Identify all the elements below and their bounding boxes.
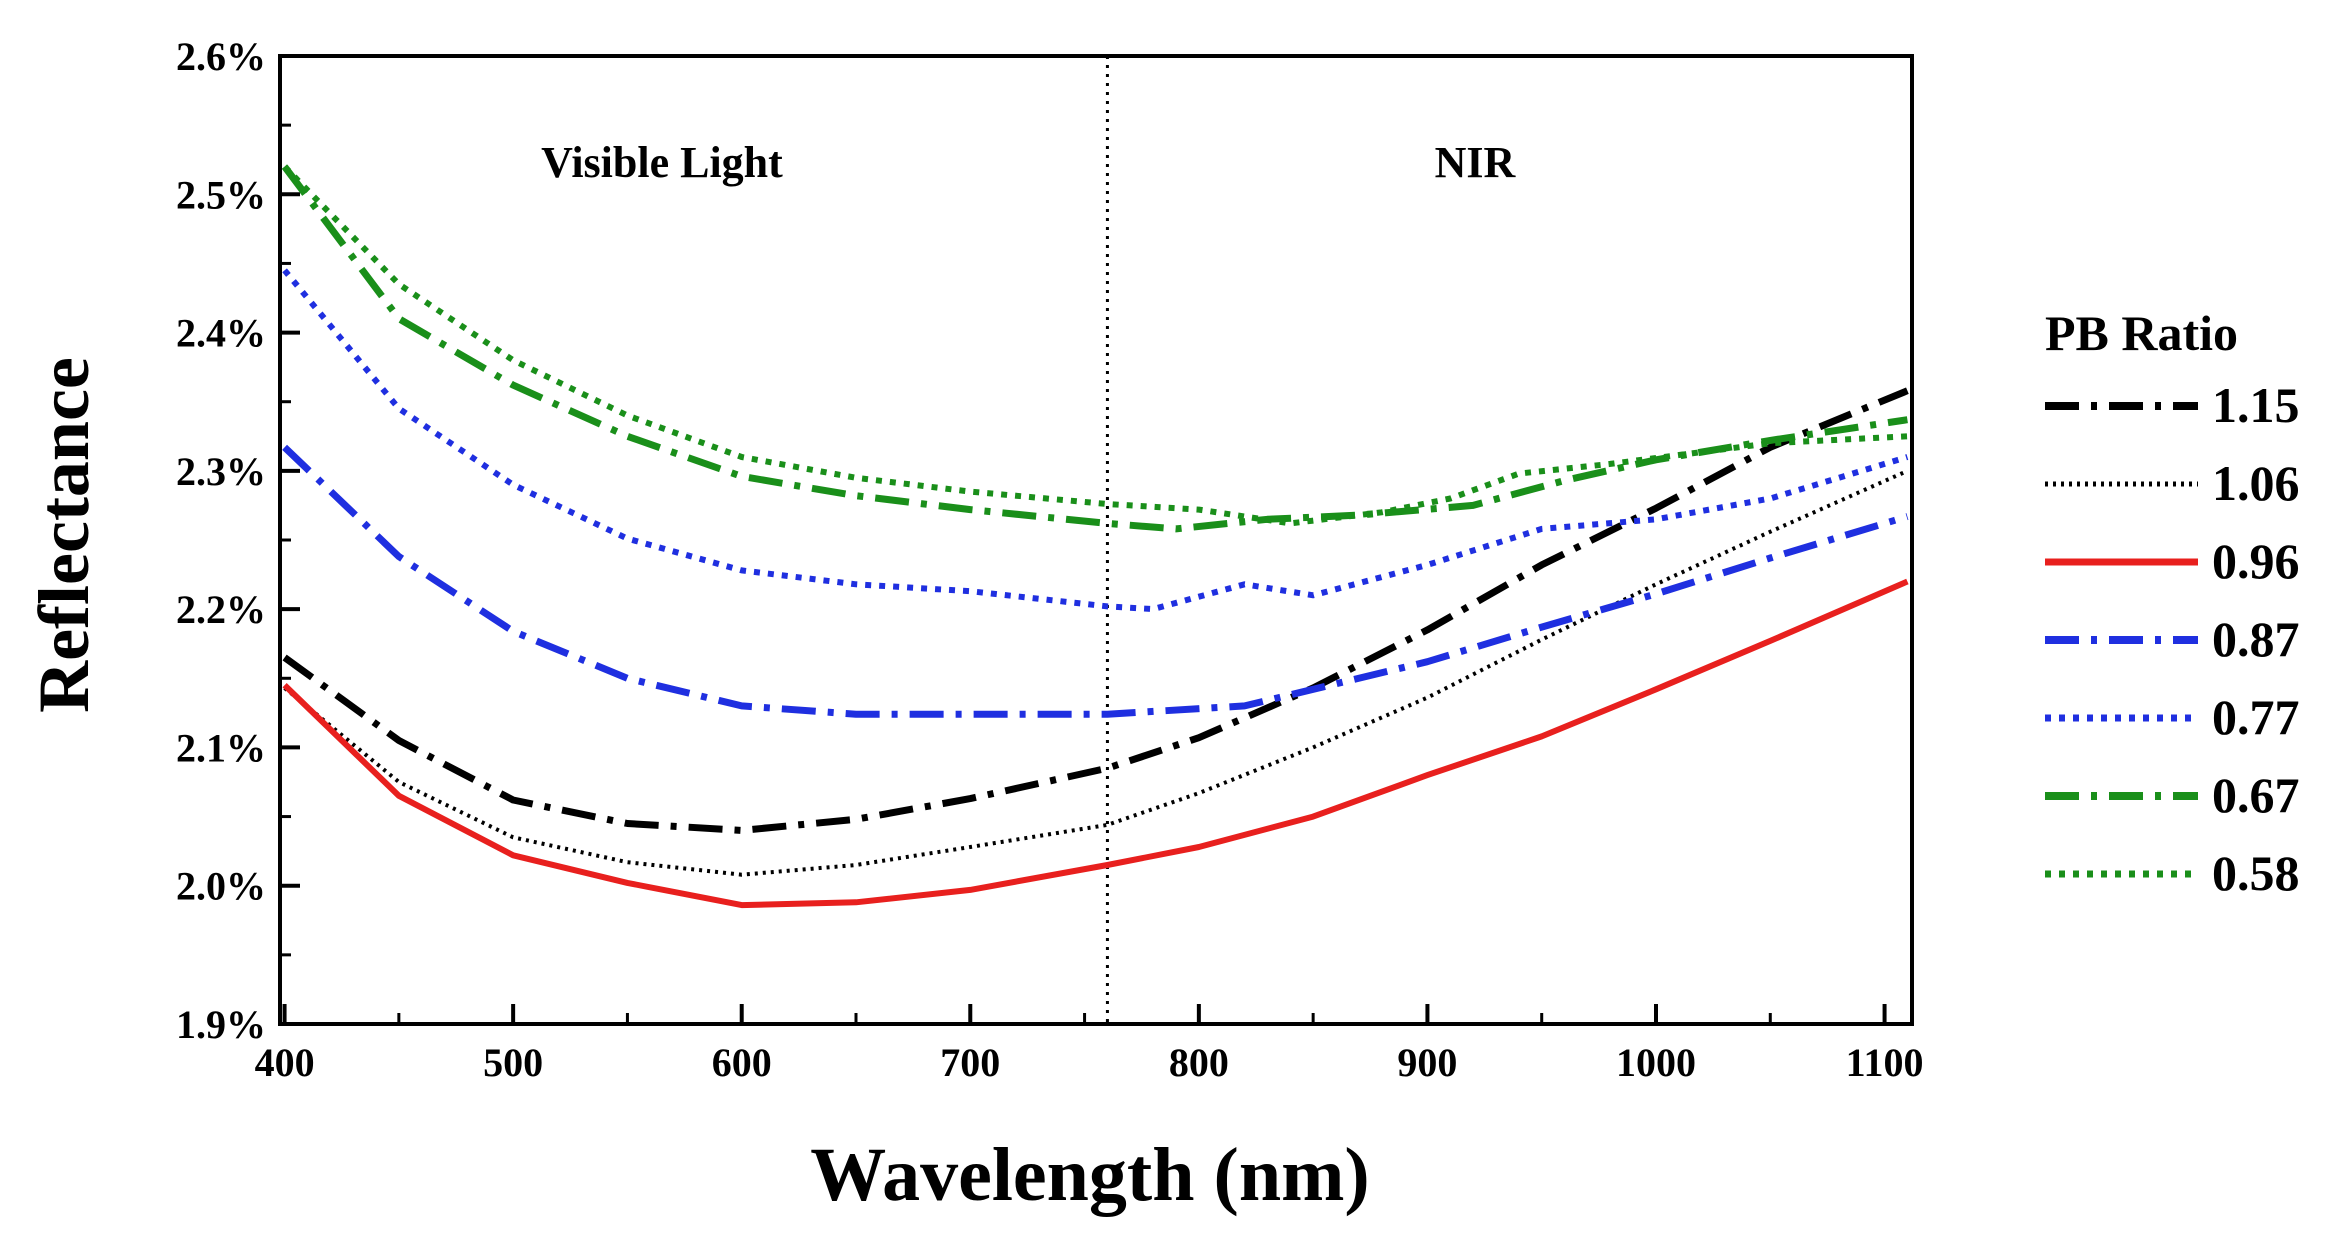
x-tick-label: 900 [1397, 1040, 1457, 1085]
y-axis-ticks: 1.9% 2.0% 2.1% 2.2% 2.3% 2.4% 2.5% 2.6% [176, 34, 300, 1047]
y-tick-label: 2.4% [176, 311, 266, 356]
y-tick-label: 2.1% [176, 725, 266, 770]
legend-label: 0.87 [2212, 611, 2300, 667]
series-line-1-15 [282, 387, 1909, 834]
series-lines [281, 164, 1909, 909]
region-label-nir: NIR [1435, 138, 1517, 187]
series-line-0-67 [281, 164, 1908, 533]
legend-label: 0.67 [2212, 767, 2300, 823]
x-tick-label: 800 [1169, 1040, 1229, 1085]
legend: PB Ratio 1.15 1.06 0.96 0.87 0.77 0.67 0.58 [2045, 305, 2300, 901]
legend-title: PB Ratio [2045, 305, 2238, 361]
series-line-0-77 [282, 268, 1909, 613]
y-tick-label: 2.0% [176, 864, 266, 909]
x-tick-label: 500 [483, 1040, 543, 1085]
region-label-visible: Visible Light [541, 138, 783, 187]
series-line-0-58 [282, 164, 1908, 527]
legend-label: 0.58 [2212, 845, 2300, 901]
y-tick-label: 1.9% [176, 1002, 266, 1047]
series-line-0-87 [282, 444, 1909, 718]
x-tick-label: 400 [255, 1040, 315, 1085]
y-axis-title: Reflectance [24, 357, 104, 713]
y-tick-label: 2.5% [176, 172, 266, 217]
x-tick-label: 700 [940, 1040, 1000, 1085]
plot-frame [278, 54, 1914, 1026]
legend-label: 0.96 [2212, 533, 2300, 589]
legend-label: 1.06 [2212, 455, 2300, 511]
x-axis-title: Wavelength (nm) [810, 1133, 1369, 1217]
y-tick-label: 2.2% [176, 587, 266, 632]
legend-label: 0.77 [2212, 689, 2300, 745]
x-tick-label: 1100 [1846, 1040, 1924, 1085]
x-axis-ticks: 400 500 600 700 800 900 1000 1100 [255, 1004, 1924, 1085]
y-tick-label: 2.6% [176, 34, 266, 79]
series-line-1-06 [283, 469, 1909, 877]
x-tick-label: 600 [712, 1040, 772, 1085]
legend-label: 1.15 [2212, 377, 2300, 433]
x-tick-label: 1000 [1616, 1040, 1696, 1085]
series-line-0-96 [282, 578, 1909, 909]
y-tick-label: 2.3% [176, 449, 266, 494]
